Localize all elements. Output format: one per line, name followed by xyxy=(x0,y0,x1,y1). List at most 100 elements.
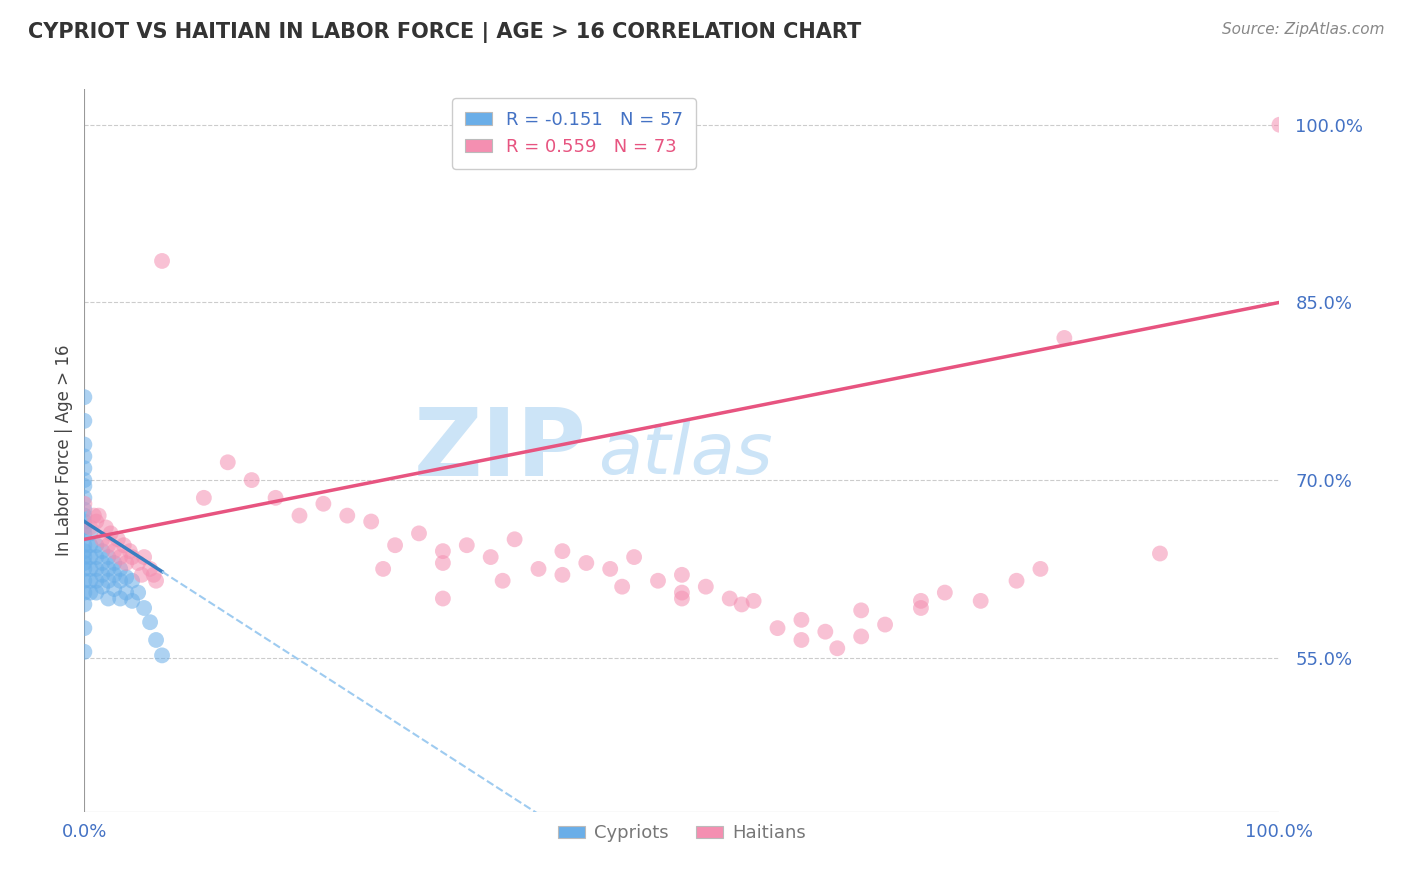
Point xyxy=(73,598,96,612)
Point xyxy=(934,585,956,599)
Point xyxy=(1029,562,1052,576)
Point xyxy=(695,580,717,594)
Point xyxy=(73,508,96,523)
Point xyxy=(110,591,132,606)
Point xyxy=(132,601,156,615)
Point xyxy=(73,502,96,516)
Point xyxy=(73,491,96,505)
Point xyxy=(79,520,101,534)
Point xyxy=(94,520,117,534)
Point xyxy=(73,621,96,635)
Point xyxy=(599,562,621,576)
Point xyxy=(73,497,96,511)
Point xyxy=(73,437,96,451)
Point xyxy=(73,473,96,487)
Point xyxy=(336,508,359,523)
Point xyxy=(814,624,837,639)
Text: ZIP: ZIP xyxy=(413,404,586,497)
Point xyxy=(132,550,156,565)
Point xyxy=(264,491,287,505)
Point xyxy=(910,594,932,608)
Point xyxy=(671,567,693,582)
Point xyxy=(73,550,96,565)
Point xyxy=(1149,547,1171,561)
Point xyxy=(86,562,108,576)
Point xyxy=(115,556,138,570)
Point xyxy=(97,562,120,576)
Point xyxy=(91,567,114,582)
Point xyxy=(73,390,96,404)
Point xyxy=(288,508,311,523)
Point xyxy=(671,585,693,599)
Point xyxy=(647,574,669,588)
Point xyxy=(217,455,239,469)
Legend: Cypriots, Haitians: Cypriots, Haitians xyxy=(551,817,813,850)
Point xyxy=(612,580,634,594)
Point xyxy=(110,550,132,565)
Point xyxy=(73,544,96,558)
Point xyxy=(79,550,101,565)
Point xyxy=(73,414,96,428)
Point xyxy=(492,574,515,588)
Point xyxy=(115,585,138,599)
Point xyxy=(73,585,96,599)
Point xyxy=(103,556,125,570)
Point xyxy=(91,533,114,547)
Point xyxy=(73,574,96,588)
Point xyxy=(503,533,526,547)
Point xyxy=(103,582,125,596)
Point xyxy=(408,526,430,541)
Point xyxy=(79,538,101,552)
Point xyxy=(103,567,125,582)
Point xyxy=(103,544,125,558)
Point xyxy=(623,550,645,565)
Point xyxy=(73,520,96,534)
Point xyxy=(145,574,167,588)
Text: Source: ZipAtlas.com: Source: ZipAtlas.com xyxy=(1222,22,1385,37)
Point xyxy=(91,556,114,570)
Point xyxy=(970,594,993,608)
Point xyxy=(139,615,162,630)
Point xyxy=(118,544,141,558)
Point xyxy=(73,526,96,541)
Point xyxy=(86,550,108,565)
Point xyxy=(83,508,105,523)
Point xyxy=(127,556,149,570)
Point xyxy=(110,562,132,576)
Point xyxy=(86,515,108,529)
Point xyxy=(121,550,143,565)
Point xyxy=(373,562,395,576)
Point xyxy=(73,461,96,475)
Point xyxy=(432,544,454,558)
Point xyxy=(139,562,162,576)
Point xyxy=(1268,118,1291,132)
Point xyxy=(115,570,138,584)
Point xyxy=(110,574,132,588)
Point xyxy=(73,479,96,493)
Point xyxy=(432,556,454,570)
Text: atlas: atlas xyxy=(599,419,773,489)
Point xyxy=(79,585,101,599)
Point xyxy=(79,562,101,576)
Point xyxy=(827,641,849,656)
Point xyxy=(575,556,598,570)
Point xyxy=(240,473,263,487)
Point xyxy=(73,515,96,529)
Point xyxy=(671,591,693,606)
Point xyxy=(97,574,120,588)
Point xyxy=(432,591,454,606)
Point xyxy=(97,550,120,565)
Point xyxy=(142,567,165,582)
Point xyxy=(551,567,574,582)
Point xyxy=(97,591,120,606)
Point xyxy=(131,567,153,582)
Point xyxy=(790,632,813,647)
Point xyxy=(73,556,96,570)
Point xyxy=(766,621,789,635)
Point xyxy=(73,450,96,464)
Point xyxy=(1005,574,1028,588)
Point xyxy=(718,591,741,606)
Point xyxy=(73,562,96,576)
Point xyxy=(479,550,502,565)
Point xyxy=(86,538,108,552)
